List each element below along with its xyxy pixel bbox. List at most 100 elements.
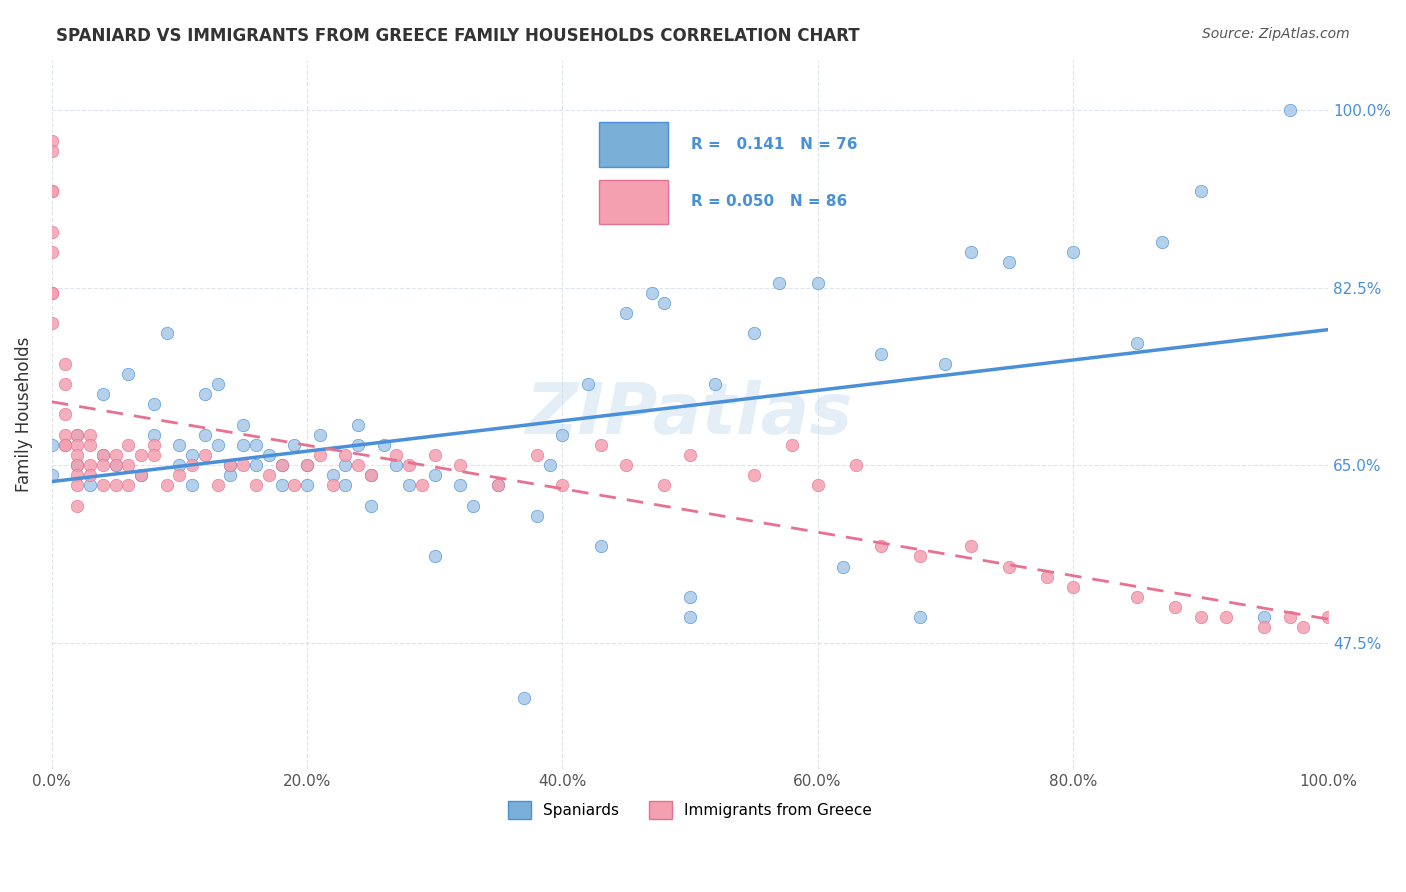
Point [104, 458, 127, 472]
Point [66, 427, 89, 442]
Point [169, 468, 191, 483]
Point [411, 478, 433, 492]
Point [66, 438, 89, 452]
Point [53, 408, 76, 422]
Point [908, 549, 931, 564]
Point [104, 448, 127, 462]
Point [654, 296, 676, 310]
Point [832, 559, 855, 574]
Point [129, 468, 152, 483]
Point [41, 185, 63, 199]
Point [117, 438, 139, 452]
Point [308, 427, 330, 442]
Point [41, 144, 63, 158]
Point [1189, 610, 1212, 624]
Point [117, 458, 139, 472]
Point [142, 397, 165, 411]
Point [91, 478, 114, 492]
Point [589, 438, 612, 452]
Point [488, 478, 510, 492]
Point [1278, 103, 1301, 118]
Point [41, 245, 63, 260]
Point [257, 468, 280, 483]
Point [998, 559, 1021, 574]
Point [654, 478, 676, 492]
Point [194, 427, 217, 442]
Point [41, 185, 63, 199]
Point [679, 590, 702, 604]
Point [335, 478, 357, 492]
Point [295, 458, 318, 472]
Point [283, 438, 305, 452]
Point [104, 478, 127, 492]
Point [156, 326, 179, 341]
Text: SPANIARD VS IMMIGRANTS FROM GREECE FAMILY HOUSEHOLDS CORRELATION CHART: SPANIARD VS IMMIGRANTS FROM GREECE FAMIL… [56, 27, 860, 45]
Point [449, 458, 471, 472]
Point [270, 478, 292, 492]
Point [129, 468, 152, 483]
Point [1125, 336, 1147, 351]
Point [1253, 610, 1275, 624]
Point [308, 448, 330, 462]
Point [53, 438, 76, 452]
Point [245, 438, 267, 452]
Point [679, 448, 702, 462]
Point [1189, 185, 1212, 199]
Point [41, 134, 63, 148]
Point [181, 478, 204, 492]
Point [79, 478, 101, 492]
Point [91, 448, 114, 462]
Point [373, 438, 395, 452]
Point [194, 387, 217, 401]
Point [66, 478, 89, 492]
Point [53, 377, 76, 392]
Point [614, 306, 637, 320]
Point [66, 468, 89, 483]
Point [1317, 610, 1340, 624]
Point [551, 427, 574, 442]
Point [385, 458, 408, 472]
Point [117, 367, 139, 381]
Point [169, 438, 191, 452]
Point [806, 478, 828, 492]
Point [66, 448, 89, 462]
Point [169, 458, 191, 472]
Point [551, 478, 574, 492]
Point [322, 468, 344, 483]
Point [66, 458, 89, 472]
Point [295, 458, 318, 472]
Point [1278, 610, 1301, 624]
Point [959, 539, 981, 553]
Point [1062, 580, 1084, 594]
Point [934, 357, 956, 371]
Point [679, 610, 702, 624]
Point [41, 285, 63, 300]
Point [270, 458, 292, 472]
Point [79, 427, 101, 442]
Point [423, 468, 446, 483]
Point [91, 387, 114, 401]
Point [1253, 620, 1275, 634]
Point [335, 448, 357, 462]
Point [1125, 590, 1147, 604]
Point [360, 499, 382, 513]
Point [91, 458, 114, 472]
Point [1291, 620, 1313, 634]
Point [908, 610, 931, 624]
Point [245, 458, 267, 472]
Point [513, 691, 536, 706]
Point [704, 377, 727, 392]
Point [742, 468, 765, 483]
Legend: Spaniards, Immigrants from Greece: Spaniards, Immigrants from Greece [502, 795, 879, 825]
Point [322, 478, 344, 492]
Point [423, 448, 446, 462]
Point [129, 448, 152, 462]
Point [181, 448, 204, 462]
Point [461, 499, 484, 513]
Point [538, 458, 561, 472]
Point [870, 346, 893, 360]
Point [589, 539, 612, 553]
Point [41, 225, 63, 239]
Point [780, 438, 803, 452]
Point [245, 478, 267, 492]
